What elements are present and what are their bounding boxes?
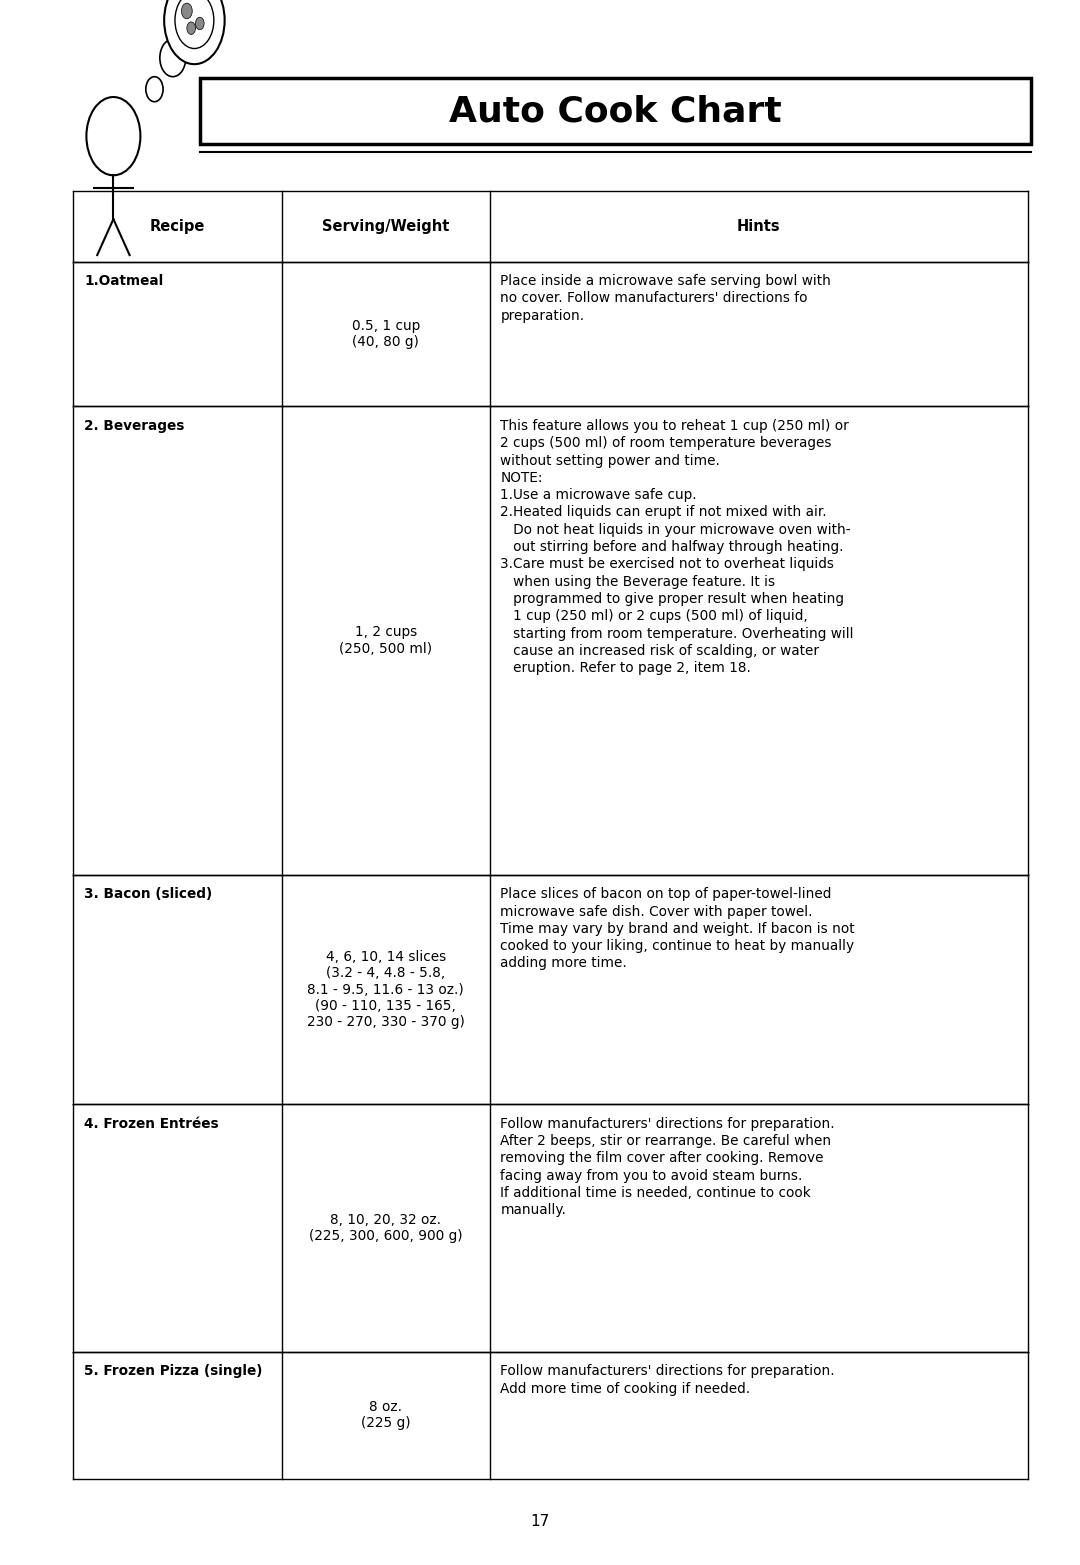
Text: 1.Oatmeal: 1.Oatmeal — [84, 274, 163, 288]
Text: 2. Beverages: 2. Beverages — [84, 419, 185, 434]
Text: Follow manufacturers' directions for preparation.
After 2 beeps, stir or rearran: Follow manufacturers' directions for pre… — [500, 1117, 835, 1218]
Circle shape — [175, 0, 214, 49]
Circle shape — [164, 0, 225, 64]
Circle shape — [160, 39, 186, 77]
Text: Follow manufacturers' directions for preparation.
Add more time of cooking if ne: Follow manufacturers' directions for pre… — [500, 1365, 835, 1396]
Circle shape — [181, 3, 192, 19]
Circle shape — [86, 97, 140, 175]
Circle shape — [187, 22, 195, 34]
Text: 3. Bacon (sliced): 3. Bacon (sliced) — [84, 887, 213, 901]
Text: Hints: Hints — [738, 219, 781, 233]
Text: 0.5, 1 cup
(40, 80 g): 0.5, 1 cup (40, 80 g) — [351, 319, 420, 349]
Text: Recipe: Recipe — [150, 219, 205, 233]
Text: This feature allows you to reheat 1 cup (250 ml) or
2 cups (500 ml) of room temp: This feature allows you to reheat 1 cup … — [500, 419, 854, 675]
Text: 1, 2 cups
(250, 500 ml): 1, 2 cups (250, 500 ml) — [339, 626, 432, 656]
Text: 5. Frozen Pizza (single): 5. Frozen Pizza (single) — [84, 1365, 262, 1379]
Text: Auto Cook Chart: Auto Cook Chart — [449, 94, 782, 128]
Circle shape — [195, 17, 204, 30]
Text: 8 oz.
(225 g): 8 oz. (225 g) — [361, 1401, 410, 1430]
Text: Serving/Weight: Serving/Weight — [322, 219, 449, 233]
Text: 4. Frozen Entrées: 4. Frozen Entrées — [84, 1117, 219, 1131]
Circle shape — [146, 77, 163, 102]
Text: 8, 10, 20, 32 oz.
(225, 300, 600, 900 g): 8, 10, 20, 32 oz. (225, 300, 600, 900 g) — [309, 1213, 462, 1243]
Text: 17: 17 — [530, 1513, 550, 1529]
Text: 4, 6, 10, 14 slices
(3.2 - 4, 4.8 - 5.8,
8.1 - 9.5, 11.6 - 13 oz.)
(90 - 110, 13: 4, 6, 10, 14 slices (3.2 - 4, 4.8 - 5.8,… — [307, 950, 464, 1028]
Text: Place slices of bacon on top of paper-towel-lined
microwave safe dish. Cover wit: Place slices of bacon on top of paper-to… — [500, 887, 855, 970]
Text: Place inside a microwave safe serving bowl with
no cover. Follow manufacturers' : Place inside a microwave safe serving bo… — [500, 274, 832, 322]
Bar — [200, 78, 1031, 144]
